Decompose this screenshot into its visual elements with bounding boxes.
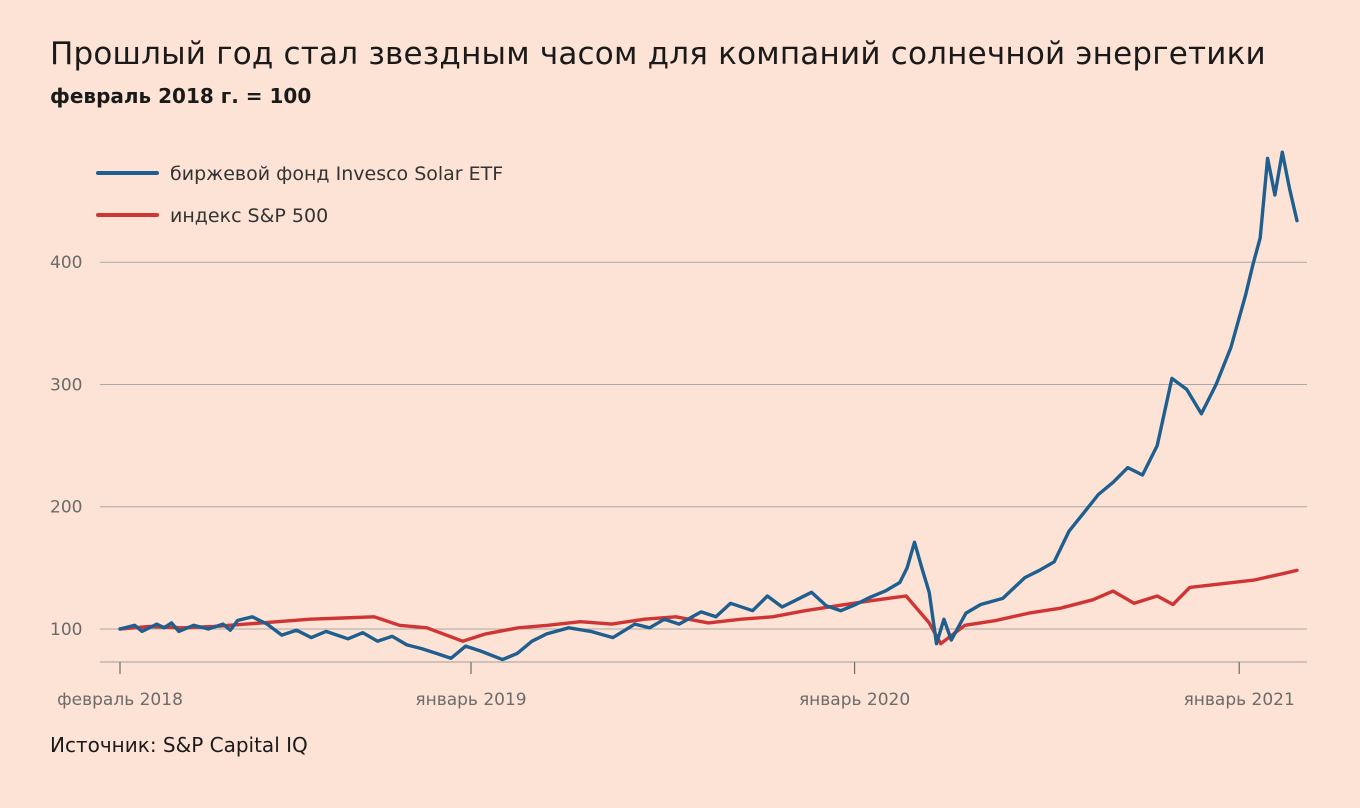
chart-subtitle: февраль 2018 г. = 100 [50,84,312,108]
series-line-1 [118,568,1299,646]
x-tick-label: февраль 2018 [57,690,183,710]
x-tick-label: январь 2020 [799,690,910,710]
y-tick-label: 200 [50,498,82,518]
source-note: Источник: S&P Capital IQ [50,733,308,757]
x-tick-label: январь 2021 [1184,690,1295,710]
y-tick-label: 100 [50,620,82,640]
legend-label: индекс S&P 500 [170,205,328,227]
series-line-0 [118,150,1299,662]
legend: биржевой фонд Invesco Solar ETF индекс S&… [96,163,503,227]
y-axis-ticks: 100 200 300 400 [50,253,82,640]
legend-label: биржевой фонд Invesco Solar ETF [170,163,503,185]
y-tick-label: 300 [50,375,82,395]
series-lines [118,150,1299,662]
x-tick-label: январь 2019 [415,690,526,710]
chart-title: Прошлый год стал звездным часом для комп… [50,36,1266,72]
y-tick-label: 400 [50,253,82,273]
x-axis-ticks: февраль 2018 январь 2019 январь 2020 январь… [57,662,1295,710]
gridlines [100,261,1307,630]
